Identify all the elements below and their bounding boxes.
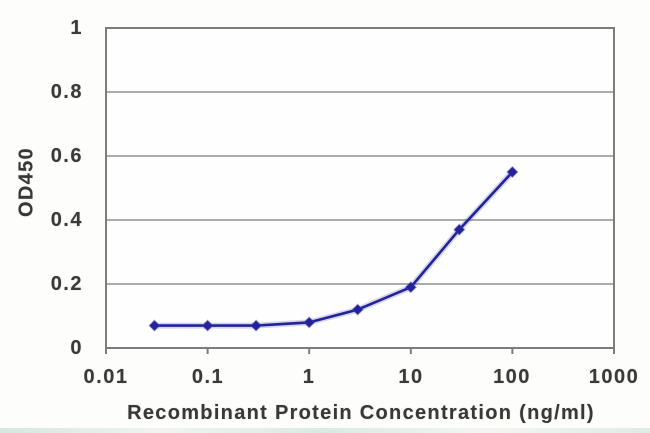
- data-point-marker: [148, 319, 161, 332]
- y-tick-label-1: 1: [70, 17, 83, 39]
- data-point-marker: [302, 316, 316, 329]
- x-tick-label-0-01: 0.01: [83, 366, 129, 388]
- data-point-marker: [201, 319, 214, 332]
- data-point-marker: [506, 165, 519, 179]
- y-tick-label-0-2: 0.2: [50, 273, 83, 295]
- x-axis-title: Recombinant Protein Concentration (ng/ml…: [127, 402, 595, 424]
- jpeg-artifact-strip: [0, 428, 650, 433]
- x-tick-label-1: 1: [302, 366, 316, 388]
- y-axis-title: OD450: [15, 147, 38, 217]
- x-tick-label-1000: 1000: [588, 366, 640, 388]
- y-tick-label-0-6: 0.6: [50, 145, 83, 167]
- plot-background: [106, 28, 614, 348]
- x-tick-label-0-1: 0.1: [191, 366, 225, 388]
- data-point-marker: [453, 223, 466, 236]
- data-point-marker: [351, 303, 364, 316]
- plot-border: [105, 27, 615, 349]
- x-tick-label-10: 10: [398, 366, 424, 388]
- y-tick-label-0-4: 0.4: [50, 209, 83, 231]
- series-line: [154, 171, 514, 327]
- data-point-marker: [249, 319, 263, 332]
- x-tick-label-100: 100: [493, 366, 531, 388]
- y-tick-label-0: 0: [70, 337, 83, 359]
- y-tick-label-0-8: 0.8: [50, 81, 83, 103]
- data-point-marker: [404, 280, 418, 294]
